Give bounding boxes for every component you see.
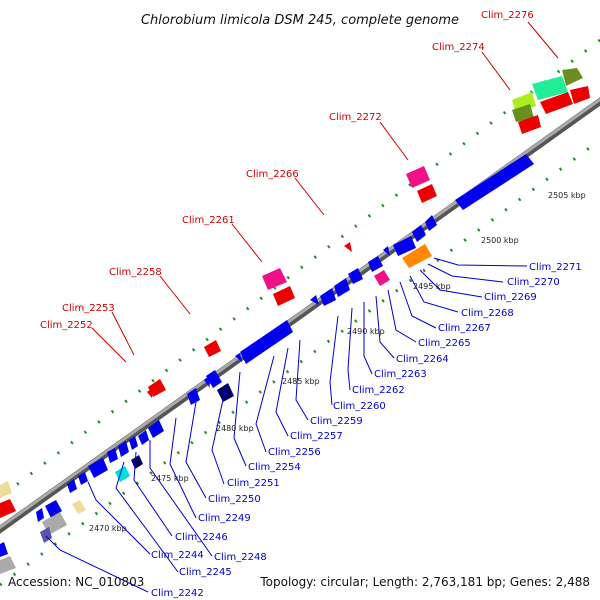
gene-reverse-24[interactable] [36,508,44,522]
label-clim-2257[interactable]: Clim_2257 [290,431,343,442]
gene-reverse-12[interactable] [206,370,222,388]
label-clim-2269[interactable]: Clim_2269 [484,292,537,303]
gene-forward-olive[interactable] [512,104,534,122]
tick-2495: 2495 kbp [413,282,451,291]
gene-forward-clim-2276[interactable] [562,68,583,86]
label-clim-2262[interactable]: Clim_2262 [352,385,405,396]
gene-reverse-2[interactable] [425,215,437,231]
gene-gray-left[interactable] [0,556,16,574]
label-clim-2252[interactable]: Clim_2252 [40,320,93,331]
gene-reverse-14[interactable] [187,388,200,405]
tick-2480: 2480 kbp [216,424,254,433]
gene-reverse-4[interactable] [393,236,416,256]
label-clim-2276[interactable]: Clim_2276 [481,10,534,21]
label-clim-2248[interactable]: Clim_2248 [214,552,267,563]
gene-reverse-10[interactable] [310,295,319,305]
gene-reverse-13[interactable] [204,377,210,388]
gene-navy-2250[interactable] [131,455,143,469]
label-clim-2274[interactable]: Clim_2274 [432,42,485,53]
kbp-ticks: 2470 kbp 2475 kbp 2480 kbp 2485 kbp 2490… [89,191,586,533]
genome-backbone [0,97,600,530]
gene-pink-2265[interactable] [374,270,390,286]
topology-text: Topology: circular; Length: 2,763,181 bp… [259,575,590,589]
gene-reverse-3[interactable] [412,225,426,242]
gene-reverse-19[interactable] [107,448,118,463]
gene-reverse-18[interactable] [118,441,129,457]
tick-2505: 2505 kbp [548,191,586,200]
gene-forward-pink-2272[interactable] [406,166,430,188]
label-clim-2268[interactable]: Clim_2268 [461,308,514,319]
tick-2470: 2470 kbp [89,524,127,533]
label-clim-2270[interactable]: Clim_2270 [507,277,560,288]
reverse-labels: Clim_2242 Clim_2244 Clim_2245 Clim_2246 … [151,262,582,599]
tick-2475: 2475 kbp [151,474,189,483]
gene-reverse-9[interactable] [320,288,336,306]
gene-forward-red-2[interactable] [570,86,590,104]
reverse-leader-lines [45,257,528,593]
gene-reverse-8[interactable] [334,278,350,297]
gene-forward-red-2270[interactable] [417,184,437,203]
label-clim-2242[interactable]: Clim_2242 [151,588,204,599]
gene-reverse-25[interactable] [0,542,8,557]
label-clim-2253[interactable]: Clim_2253 [62,303,115,314]
label-clim-2251[interactable]: Clim_2251 [227,478,280,489]
gene-reverse-large-2[interactable] [240,320,293,364]
gene-reverse-22[interactable] [67,479,77,493]
label-clim-2258[interactable]: Clim_2258 [109,267,162,278]
inner-dotted-guide [0,138,600,587]
tick-2500: 2500 kbp [481,236,519,245]
label-clim-2261[interactable]: Clim_2261 [182,215,235,226]
gene-reverse-7[interactable] [348,268,363,284]
gene-reverse-11[interactable] [235,353,242,362]
tick-2485: 2485 kbp [282,377,320,386]
label-clim-2246[interactable]: Clim_2246 [175,532,228,543]
forward-gene-cluster [0,68,590,518]
gene-reverse-17[interactable] [129,436,138,450]
label-clim-2244[interactable]: Clim_2244 [151,550,204,561]
tick-2490: 2490 kbp [347,327,385,336]
label-clim-2249[interactable]: Clim_2249 [198,513,251,524]
gene-tan-2244[interactable] [72,500,86,514]
gene-forward-red-left[interactable] [0,499,16,518]
gene-reverse-15[interactable] [148,420,164,438]
label-clim-2265[interactable]: Clim_2265 [418,338,471,349]
forward-leader-lines [91,21,559,363]
label-clim-2266[interactable]: Clim_2266 [246,169,299,180]
gene-reverse-16[interactable] [138,430,149,445]
label-clim-2263[interactable]: Clim_2263 [374,369,427,380]
label-clim-2245[interactable]: Clim_2245 [179,567,232,578]
forward-labels: Clim_2252 Clim_2253 Clim_2258 Clim_2261 … [40,10,534,331]
gene-orange-2267[interactable] [402,244,432,268]
label-clim-2260[interactable]: Clim_2260 [333,401,386,412]
label-clim-2256[interactable]: Clim_2256 [268,447,321,458]
gene-forward-red-2260[interactable] [273,286,295,306]
gene-navy-2257[interactable] [217,383,234,402]
gene-reverse-5[interactable] [383,246,390,256]
gene-forward-clim-2274[interactable] [532,76,568,100]
label-clim-2254[interactable]: Clim_2254 [248,462,301,473]
gene-reverse-large-1[interactable] [455,154,534,210]
label-clim-2267[interactable]: Clim_2267 [438,323,491,334]
label-clim-2271[interactable]: Clim_2271 [529,262,582,273]
label-clim-2264[interactable]: Clim_2264 [396,354,449,365]
gene-reverse-20[interactable] [88,458,108,478]
label-clim-2250[interactable]: Clim_2250 [208,494,261,505]
label-clim-2259[interactable]: Clim_2259 [310,416,363,427]
reverse-gene-cluster [0,154,534,574]
gene-forward-red-2253[interactable] [148,379,166,397]
gene-reverse-21[interactable] [78,472,88,485]
label-clim-2272[interactable]: Clim_2272 [329,112,382,123]
gene-reverse-6[interactable] [368,256,383,272]
gene-forward-red-3[interactable] [518,115,541,134]
genome-title: Chlorobium limicola DSM 245, complete ge… [141,13,459,28]
gene-forward-pink-2261[interactable] [262,268,287,290]
accession-text: Accession: NC_010803 [8,575,144,589]
gene-forward-red-2266[interactable] [344,242,352,252]
gene-forward-red-2258[interactable] [204,340,221,357]
gene-forward-red-2252[interactable] [147,388,152,398]
gene-forward-red-1[interactable] [540,92,573,114]
gene-forward-tan-1[interactable] [0,481,12,498]
